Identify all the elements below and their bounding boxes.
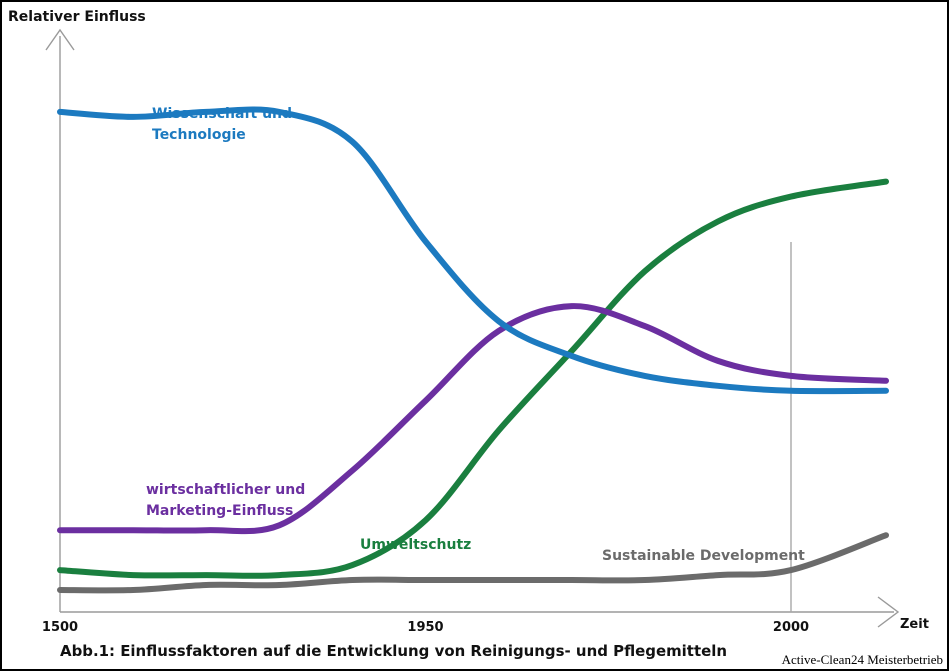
label-environment: Umweltschutz bbox=[360, 537, 471, 553]
x-tick-label: 2000 bbox=[773, 620, 809, 635]
labels-layer: Wissenschaft und Technologie wirtschaftlic… bbox=[146, 106, 805, 564]
x-axis-label: Zeit bbox=[900, 617, 929, 632]
label-line: Marketing-Einfluss bbox=[146, 503, 293, 519]
label-line: wirtschaftlicher und bbox=[146, 482, 305, 498]
label-line: Umweltschutz bbox=[360, 537, 471, 553]
label-line: Wissenschaft und bbox=[152, 106, 292, 122]
x-axis-arrow-icon bbox=[877, 596, 900, 628]
label-line: Sustainable Development bbox=[602, 548, 805, 564]
label-science: Wissenschaft und Technologie bbox=[152, 106, 292, 143]
label-marketing: wirtschaftlicher und Marketing-Einfluss bbox=[146, 482, 305, 519]
x-tick-label: 1500 bbox=[42, 620, 78, 635]
series-line-marketing bbox=[57, 303, 889, 535]
label-sustainable: Sustainable Development bbox=[602, 548, 805, 564]
series-layer bbox=[57, 106, 889, 594]
axes: 1500 1950 2000 bbox=[42, 28, 900, 635]
chart-title: Abb.1: Einflussfaktoren auf die Entwickl… bbox=[60, 642, 727, 660]
series-line-science bbox=[57, 106, 889, 395]
label-line: Technologie bbox=[152, 127, 246, 143]
y-axis-label: Relativer Einfluss bbox=[8, 9, 146, 25]
credit-text: Active-Clean24 Meisterbetrieb bbox=[781, 652, 943, 667]
series-line-environment bbox=[57, 178, 889, 579]
x-tick-label: 1950 bbox=[407, 620, 443, 635]
y-axis-arrow-icon bbox=[45, 28, 75, 51]
series-line-sustainable bbox=[57, 532, 889, 594]
